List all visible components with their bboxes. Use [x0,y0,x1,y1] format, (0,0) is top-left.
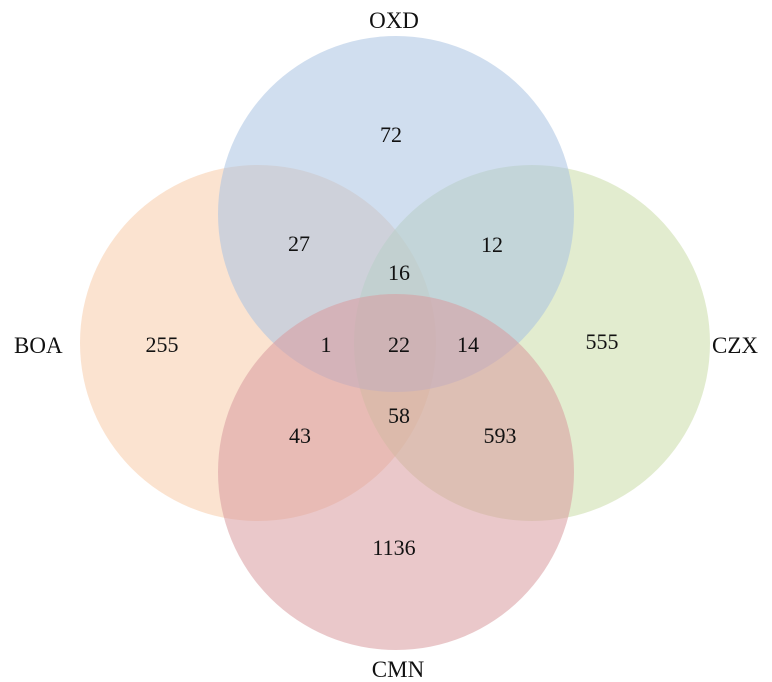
count-boa-oxd: 27 [288,231,310,256]
label-oxd: OXD [369,8,419,33]
count-boa-only: 255 [146,332,179,357]
circle-oxd [218,36,574,392]
label-cmn: CMN [372,657,425,682]
region-counts: 72 27 12 16 255 1 22 14 555 43 58 593 11… [146,122,619,560]
set-circles [80,36,710,650]
set-labels: OXD BOA CZX CMN [14,8,758,682]
count-boa-oxd-czx: 16 [388,260,410,285]
circle-cmn [218,294,574,650]
label-czx: CZX [712,333,758,358]
label-boa: BOA [14,333,63,358]
count-oxd-czx: 12 [481,232,503,257]
count-boa-oxd-cmn: 1 [321,332,332,357]
count-cmn-only: 1136 [372,535,415,560]
count-all-four: 22 [388,332,410,357]
count-czx-only: 555 [586,329,619,354]
count-boa-czx-cmn: 58 [388,403,410,428]
count-oxd-only: 72 [380,122,402,147]
count-boa-cmn: 43 [289,423,311,448]
count-oxd-czx-cmn: 14 [457,332,479,357]
count-czx-cmn: 593 [484,423,517,448]
